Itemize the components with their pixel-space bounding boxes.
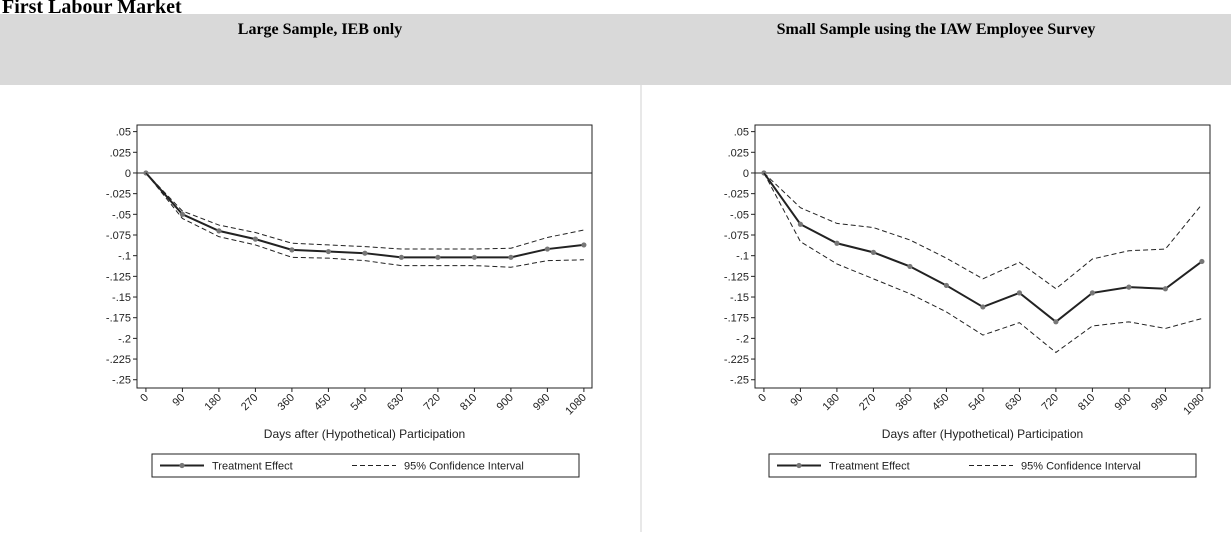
effect-marker bbox=[870, 249, 877, 255]
effect-marker bbox=[1089, 290, 1095, 296]
effect-marker bbox=[325, 248, 332, 255]
page-title: First Labour Market bbox=[2, 0, 182, 18]
y-tick-label: -.125 bbox=[106, 271, 131, 283]
x-tick-label: 900 bbox=[1113, 392, 1134, 413]
effect-marker bbox=[1199, 258, 1205, 265]
y-tick-label: -.2 bbox=[118, 333, 131, 345]
x-tick-label: 990 bbox=[531, 392, 552, 413]
plot-frame bbox=[136, 124, 593, 389]
ci-line bbox=[763, 172, 1203, 354]
x-tick-label: 180 bbox=[821, 392, 842, 413]
y-tick-label: -.175 bbox=[724, 313, 749, 325]
y-tick-label: -.2 bbox=[736, 333, 749, 345]
x-tick-label: 720 bbox=[422, 392, 443, 413]
x-tick-label: 450 bbox=[930, 392, 951, 413]
effect-marker bbox=[834, 240, 840, 246]
y-tick-label: -.15 bbox=[730, 292, 749, 304]
legend-label: 95% Confidence Interval bbox=[1021, 461, 1141, 473]
effect-marker bbox=[1126, 284, 1132, 290]
effect-marker bbox=[179, 211, 186, 217]
y-tick-label: -.025 bbox=[724, 189, 749, 201]
x-tick-label: 900 bbox=[495, 392, 516, 413]
y-tick-label: -.05 bbox=[112, 209, 131, 221]
y-tick-label: -.1 bbox=[118, 251, 131, 263]
x-tick-label: 720 bbox=[1040, 392, 1061, 413]
y-tick-label: -.225 bbox=[106, 354, 131, 366]
x-tick-label: 540 bbox=[967, 392, 988, 413]
y-tick-label: -.25 bbox=[730, 375, 749, 387]
y-tick-label: -.25 bbox=[112, 375, 131, 387]
y-tick-label: -.175 bbox=[106, 313, 131, 325]
x-tick-label: 270 bbox=[239, 392, 260, 413]
x-tick-label: 630 bbox=[385, 392, 406, 413]
x-tick-label: 270 bbox=[857, 392, 878, 413]
effect-marker bbox=[907, 263, 913, 270]
y-tick-label: .05 bbox=[734, 127, 749, 139]
ci-line bbox=[145, 172, 584, 250]
x-tick-label: 1080 bbox=[563, 392, 589, 418]
effect-marker bbox=[252, 236, 259, 242]
x-tick-label: 0 bbox=[756, 392, 769, 405]
effect-marker bbox=[581, 242, 587, 248]
effect-marker bbox=[216, 228, 222, 234]
x-tick-label: 810 bbox=[458, 392, 479, 413]
y-tick-label: -.025 bbox=[106, 189, 131, 201]
x-tick-label: 90 bbox=[788, 392, 805, 409]
x-tick-label: 90 bbox=[170, 392, 187, 409]
effect-marker bbox=[943, 282, 950, 289]
legend-label: Treatment Effect bbox=[212, 461, 293, 473]
legend-marker bbox=[179, 462, 185, 469]
ci-line bbox=[145, 172, 584, 268]
x-tick-label: 810 bbox=[1076, 392, 1097, 413]
x-tick-label: 990 bbox=[1149, 392, 1170, 413]
legend-box bbox=[768, 453, 1197, 478]
plot-frame bbox=[754, 124, 1211, 389]
legend-box bbox=[151, 453, 580, 478]
legend-label: 95% Confidence Interval bbox=[404, 461, 524, 473]
effect-marker bbox=[1016, 290, 1023, 296]
effect-marker bbox=[1162, 286, 1168, 292]
header-band bbox=[0, 14, 1231, 85]
x-tick-label: 540 bbox=[349, 392, 370, 413]
x-tick-label: 180 bbox=[203, 392, 224, 413]
y-tick-label: -.225 bbox=[724, 354, 749, 366]
y-tick-label: 0 bbox=[125, 168, 131, 180]
y-tick-label: .05 bbox=[116, 127, 131, 139]
effect-marker bbox=[980, 304, 986, 310]
x-tick-label: 1080 bbox=[1181, 392, 1207, 418]
x-tick-label: 360 bbox=[276, 392, 297, 413]
effect-marker bbox=[289, 247, 295, 253]
x-tick-label: 630 bbox=[1003, 392, 1024, 413]
x-tick-label: 360 bbox=[894, 392, 915, 413]
y-tick-label: -.1 bbox=[736, 251, 749, 263]
x-tick-label: 0 bbox=[138, 392, 151, 405]
y-tick-label: 0 bbox=[743, 168, 749, 180]
y-tick-label: -.075 bbox=[724, 230, 749, 242]
legend-marker bbox=[796, 462, 802, 469]
effect-line bbox=[145, 172, 585, 259]
x-axis-title: Days after (Hypothetical) Participation bbox=[264, 427, 465, 441]
x-axis-title: Days after (Hypothetical) Participation bbox=[882, 427, 1083, 441]
effect-line bbox=[763, 172, 1203, 324]
y-tick-label: -.125 bbox=[724, 271, 749, 283]
y-tick-label: -.15 bbox=[112, 292, 131, 304]
panel-title: Small Sample using the IAW Employee Surv… bbox=[777, 21, 1096, 38]
effect-marker bbox=[435, 254, 441, 260]
y-tick-label: -.05 bbox=[730, 209, 749, 221]
ci-line bbox=[763, 172, 1203, 290]
legend-label: Treatment Effect bbox=[829, 461, 910, 473]
effect-marker bbox=[544, 246, 550, 252]
x-tick-label: 450 bbox=[312, 392, 333, 413]
effect-marker bbox=[508, 254, 514, 260]
effect-marker bbox=[362, 250, 368, 256]
y-tick-label: -.075 bbox=[106, 230, 131, 242]
panel-title: Large Sample, IEB only bbox=[238, 21, 402, 38]
effect-marker bbox=[398, 254, 405, 260]
effect-marker bbox=[471, 254, 477, 260]
effect-marker bbox=[797, 221, 804, 227]
effect-marker bbox=[1053, 319, 1059, 325]
y-tick-label: .025 bbox=[728, 147, 749, 159]
y-tick-label: .025 bbox=[110, 147, 131, 159]
